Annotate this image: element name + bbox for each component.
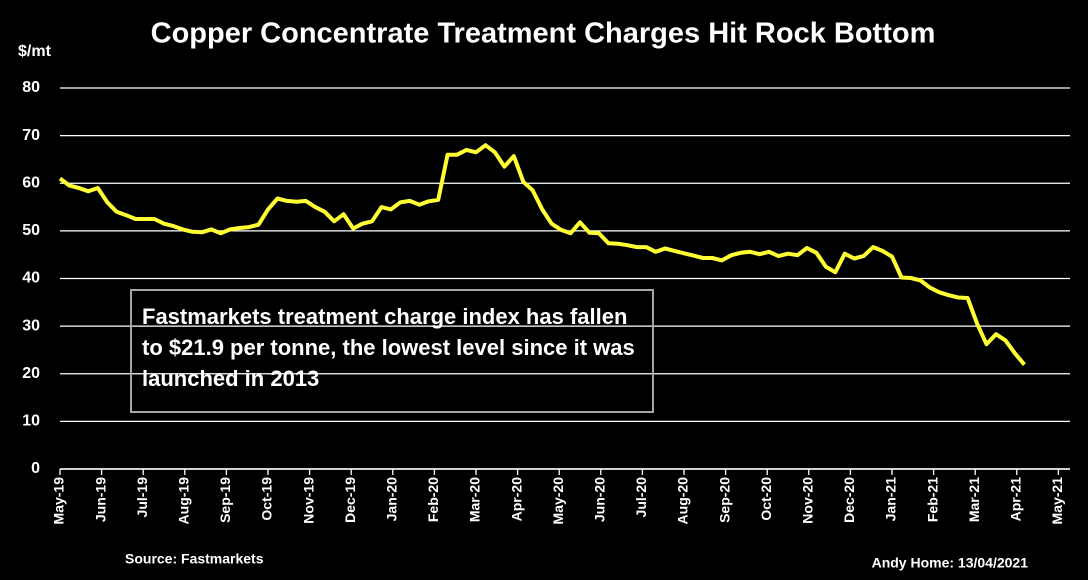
y-tick-label: 10 bbox=[22, 413, 40, 430]
x-tick-label: Apr-21 bbox=[1008, 477, 1024, 522]
y-tick-label: 70 bbox=[22, 127, 40, 144]
credit: Andy Home: 13/04/2021 bbox=[872, 555, 1029, 571]
x-tick-label: Oct-20 bbox=[758, 477, 774, 521]
source: Source: Fastmarkets bbox=[125, 551, 264, 567]
x-tick-label: Aug-19 bbox=[176, 477, 192, 525]
y-tick-label: 20 bbox=[22, 365, 40, 382]
x-tick-label: Dec-20 bbox=[841, 477, 857, 523]
x-tick-label: Aug-20 bbox=[675, 477, 691, 525]
y-tick-label: 30 bbox=[22, 317, 40, 334]
x-tick-label: May-20 bbox=[550, 477, 566, 525]
y-tick-label: 0 bbox=[31, 460, 40, 477]
x-tick-label: Jan-21 bbox=[883, 477, 899, 522]
x-tick-label: Apr-20 bbox=[508, 477, 524, 522]
x-tick-label: Mar-21 bbox=[966, 477, 982, 522]
y-tick-label: 80 bbox=[22, 79, 40, 96]
x-tick-label: Sep-19 bbox=[217, 477, 233, 523]
chart-title: Copper Concentrate Treatment Charges Hit… bbox=[151, 18, 936, 50]
x-tick-label: Feb-21 bbox=[924, 477, 940, 522]
x-tick-label: Mar-20 bbox=[467, 477, 483, 522]
x-tick-label: Nov-20 bbox=[800, 477, 816, 524]
x-tick-label: Jul-19 bbox=[134, 477, 150, 518]
x-tick-label: Jan-20 bbox=[384, 477, 400, 522]
x-tick-label: Jun-20 bbox=[592, 477, 608, 522]
y-tick-label: 50 bbox=[22, 222, 40, 239]
x-tick-label: Nov-19 bbox=[300, 477, 316, 524]
x-tick-label: Sep-20 bbox=[716, 477, 732, 523]
x-tick-label: Dec-19 bbox=[342, 477, 358, 523]
x-tick-label: Jun-19 bbox=[92, 477, 108, 522]
x-tick-label: Jul-20 bbox=[633, 477, 649, 518]
data-line bbox=[58, 143, 1026, 366]
annotation: Fastmarkets treatment charge index has f… bbox=[130, 289, 654, 413]
x-tick-label: May-21 bbox=[1049, 477, 1065, 525]
x-tick-label: Feb-20 bbox=[425, 477, 441, 522]
x-tick-label: May-19 bbox=[51, 477, 67, 525]
y-tick-label: 40 bbox=[22, 270, 40, 287]
x-tick-label: Oct-19 bbox=[259, 477, 275, 521]
y-axis-label: $/mt bbox=[18, 43, 52, 60]
y-tick-label: 60 bbox=[22, 174, 40, 191]
